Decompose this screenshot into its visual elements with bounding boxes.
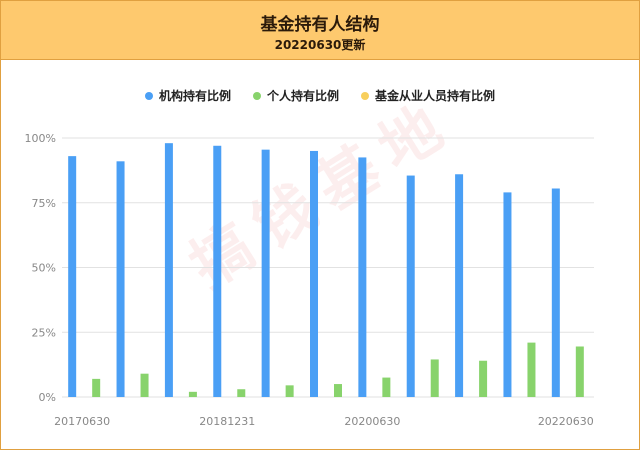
bar-series-0: [261, 149, 270, 397]
y-tick-label: 100%: [25, 132, 56, 145]
legend-label-employee: 基金从业人员持有比例: [375, 89, 496, 103]
bar-series-1: [237, 389, 246, 397]
x-tick-label: 20181231: [199, 415, 255, 428]
legend-item-individual[interactable]: 个人持有比例: [252, 87, 339, 104]
legend-label-institution: 机构持有比例: [158, 89, 231, 103]
bar-series-1: [285, 385, 294, 397]
chart-subtitle: 20220630更新: [274, 38, 366, 52]
bar-series-0: [213, 145, 222, 397]
legend-item-employee[interactable]: 基金从业人员持有比例: [361, 87, 495, 104]
bar-series-1: [382, 377, 391, 397]
bar-series-1: [527, 342, 536, 397]
bar-series-1: [430, 359, 439, 397]
y-tick-label: 50%: [32, 262, 56, 275]
legend-dot-institution: [144, 91, 153, 100]
bar-series-1: [479, 360, 488, 397]
x-tick-label: 20200630: [344, 415, 400, 428]
legend-dot-employee: [361, 91, 369, 100]
legend-label-individual: 个人持有比例: [266, 89, 339, 103]
bar-series-1: [334, 384, 342, 397]
chart-legend: 机构持有比例 个人持有比例 基金从业人员持有比例: [1, 87, 639, 104]
bar-series-1: [188, 391, 197, 397]
bar-series-1: [92, 378, 101, 397]
bar-series-0: [68, 156, 77, 397]
bar-series-0: [406, 175, 415, 397]
bar-series-1: [575, 346, 584, 397]
y-tick-label: 0%: [39, 391, 56, 404]
x-tick-label: 20170630: [54, 415, 110, 428]
x-tick-label: 20220630: [538, 415, 594, 428]
bar-series-0: [455, 174, 464, 397]
bar-series-0: [503, 192, 512, 397]
legend-dot-individual: [252, 91, 261, 100]
bar-series-0: [116, 161, 125, 397]
legend-item-institution[interactable]: 机构持有比例: [144, 87, 231, 104]
bar-series-0: [310, 150, 318, 397]
bar-series-1: [140, 373, 149, 397]
y-tick-label: 75%: [32, 197, 56, 210]
bar-series-0: [551, 188, 560, 397]
y-tick-label: 25%: [32, 326, 56, 339]
chart-title: 基金持有人结构: [260, 15, 380, 35]
bar-series-0: [358, 157, 367, 397]
bar-series-0: [164, 143, 173, 397]
chart-header: 基金持有人结构 20220630更新: [1, 1, 639, 60]
